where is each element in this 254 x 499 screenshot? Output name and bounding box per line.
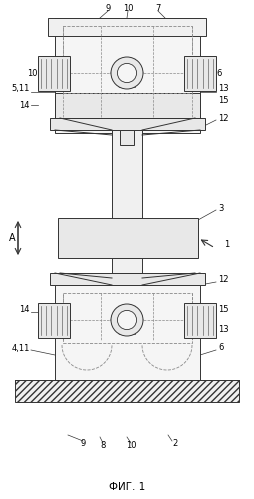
Bar — [50, 273, 205, 285]
Bar — [58, 218, 198, 258]
Text: 15: 15 — [218, 305, 229, 314]
Bar — [112, 258, 142, 273]
Text: 10: 10 — [27, 68, 38, 77]
Bar — [38, 56, 70, 91]
Text: 9: 9 — [80, 439, 86, 448]
Text: 14: 14 — [20, 100, 30, 109]
Bar — [55, 93, 200, 118]
Text: 15: 15 — [218, 95, 229, 104]
Bar — [184, 303, 216, 338]
Bar — [55, 285, 200, 380]
Circle shape — [111, 304, 143, 336]
Text: 7: 7 — [155, 3, 161, 12]
Text: 9: 9 — [105, 3, 111, 12]
Text: 12: 12 — [218, 275, 229, 284]
Bar — [55, 18, 200, 133]
Text: ФИГ. 1: ФИГ. 1 — [109, 482, 145, 492]
Text: 6: 6 — [216, 68, 221, 77]
Circle shape — [117, 63, 137, 83]
Bar — [120, 130, 134, 145]
Text: 1: 1 — [224, 240, 229, 249]
Bar — [63, 26, 192, 93]
Bar — [48, 18, 206, 36]
Bar — [50, 118, 205, 130]
Circle shape — [111, 57, 143, 89]
Text: 4,11: 4,11 — [12, 343, 30, 352]
Bar — [63, 293, 192, 343]
Bar — [45, 380, 63, 388]
Bar — [38, 303, 70, 338]
Bar — [15, 380, 239, 402]
Text: A: A — [9, 233, 15, 243]
Text: 8: 8 — [100, 441, 106, 450]
Text: 10: 10 — [126, 441, 136, 450]
Text: 6: 6 — [218, 343, 223, 352]
Bar — [112, 130, 142, 218]
Bar — [184, 56, 216, 91]
Text: 13: 13 — [218, 83, 229, 92]
Text: 10: 10 — [123, 3, 133, 12]
Text: 3: 3 — [218, 204, 223, 213]
Text: 2: 2 — [172, 439, 178, 448]
Bar — [192, 380, 210, 388]
Text: 14: 14 — [20, 305, 30, 314]
Text: 13: 13 — [218, 325, 229, 334]
Circle shape — [117, 310, 137, 330]
Text: 5,11: 5,11 — [12, 83, 30, 92]
Text: 12: 12 — [218, 113, 229, 122]
